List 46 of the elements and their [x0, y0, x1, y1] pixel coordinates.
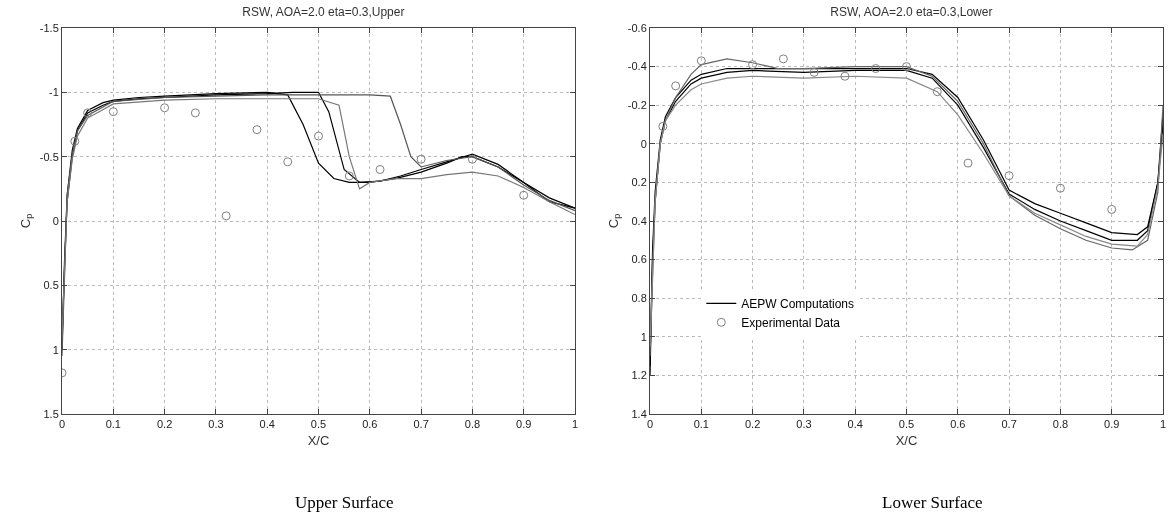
y-tick-label: 0.6 [631, 253, 647, 266]
x-tick-label: 0.1 [693, 418, 709, 431]
y-tick-label: 0 [640, 137, 647, 150]
x-axis-title: X/C [895, 432, 918, 448]
x-tick-label: 0.1 [105, 418, 121, 431]
y-tick-label: -0.2 [627, 99, 647, 112]
y-tick-label: 0.2 [631, 176, 647, 189]
y-tick-label: 0.5 [43, 279, 59, 292]
x-tick-label: 0.7 [413, 418, 429, 431]
text: Upper Surface [295, 493, 394, 512]
x-tick-label: 0.9 [1104, 418, 1120, 431]
x-tick-label: 0.6 [362, 418, 378, 431]
x-tick-label: 1 [571, 418, 579, 431]
x-axis-title: X/C [307, 432, 330, 448]
x-tick-label: 0.6 [950, 418, 966, 431]
y-tick-label: -1 [49, 86, 59, 99]
legend-label: Experimental Data [741, 315, 841, 330]
y-tick-label: -0.6 [627, 21, 647, 34]
y-tick-label: 1.5 [43, 407, 59, 420]
x-tick-label: 0.8 [464, 418, 481, 431]
y-tick-label: 0.8 [631, 292, 647, 305]
y-tick-label: 1 [52, 343, 59, 356]
y-tick-label: -0.4 [627, 60, 647, 73]
chart-title: RSW, AOA=2.0 eta=0.3,Upper [242, 5, 405, 20]
y-tick-label: 0.4 [631, 214, 647, 227]
x-tick-label: 0.8 [1052, 418, 1069, 431]
legend-label: AEPW Computations [741, 296, 855, 311]
x-tick-label: 0.5 [898, 418, 915, 431]
chart-title: RSW, AOA=2.0 eta=0.3,Lower [830, 5, 993, 20]
x-tick-label: 0.3 [796, 418, 812, 431]
x-tick-label: 0.2 [744, 418, 761, 431]
x-tick-label: 0.9 [516, 418, 532, 431]
x-tick-label: 0.5 [310, 418, 327, 431]
y-tick-label: -0.5 [39, 150, 59, 163]
y-tick-label: 1 [640, 330, 647, 343]
x-tick-label: 0.4 [847, 418, 863, 431]
x-tick-label: 0.2 [156, 418, 173, 431]
x-tick-label: 1 [1159, 418, 1167, 431]
x-tick-label: 0.7 [1001, 418, 1017, 431]
y-tick-label: 1.2 [631, 369, 647, 382]
y-tick-label: 1.4 [631, 407, 647, 420]
x-tick-label: 0.3 [208, 418, 224, 431]
x-tick-label: 0.4 [259, 418, 275, 431]
y-tick-label: 0 [52, 214, 59, 227]
text: Lower Surface [882, 493, 983, 512]
y-tick-label: -1.5 [39, 21, 59, 34]
